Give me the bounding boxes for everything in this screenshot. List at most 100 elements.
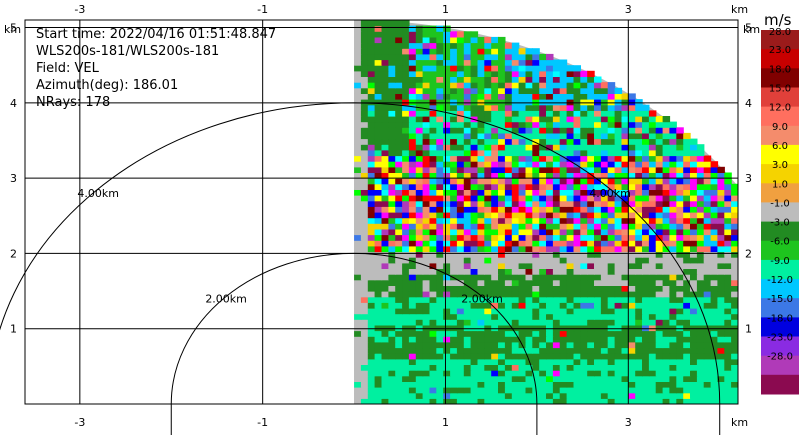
velocity-cell xyxy=(470,104,479,111)
velocity-cell xyxy=(662,398,671,404)
velocity-cell xyxy=(676,313,684,320)
velocity-cell xyxy=(388,161,396,168)
velocity-cell xyxy=(532,353,540,360)
velocity-cell xyxy=(422,116,431,123)
velocity-cell xyxy=(669,319,677,326)
velocity-cell xyxy=(388,223,396,230)
velocity-cell xyxy=(388,336,396,343)
velocity-cell xyxy=(456,353,465,360)
velocity-cell xyxy=(491,121,499,128)
velocity-cell xyxy=(745,365,753,371)
velocity-cell xyxy=(518,291,527,298)
velocity-cell xyxy=(594,398,602,404)
velocity-cell xyxy=(477,228,485,236)
velocity-cell xyxy=(415,36,424,44)
velocity-cell xyxy=(504,200,513,207)
velocity-cell xyxy=(367,274,376,281)
velocity-cell xyxy=(600,398,609,404)
velocity-cell xyxy=(642,116,650,123)
velocity-cell xyxy=(477,296,485,303)
velocity-cell xyxy=(484,144,492,151)
velocity-cell xyxy=(683,279,691,286)
velocity-cell xyxy=(415,364,424,371)
velocity-cell xyxy=(594,172,602,179)
grid-lines xyxy=(25,20,738,404)
colorbar-swatch xyxy=(761,202,799,223)
velocity-cell xyxy=(786,398,794,404)
velocity-cell xyxy=(710,319,719,326)
velocity-cell xyxy=(696,245,705,253)
velocity-cell xyxy=(648,183,657,190)
velocity-cell xyxy=(525,183,533,190)
velocity-cell xyxy=(443,99,451,106)
velocity-cell xyxy=(669,392,677,399)
velocity-cell xyxy=(614,251,623,258)
velocity-cell xyxy=(381,31,389,38)
velocity-cell xyxy=(745,223,753,229)
velocity-cell xyxy=(669,291,677,298)
velocity-cell xyxy=(696,251,705,258)
velocity-cell xyxy=(511,296,520,303)
velocity-cell xyxy=(367,116,376,123)
velocity-cell xyxy=(587,358,595,365)
velocity-cell xyxy=(621,121,629,128)
velocity-cell xyxy=(443,178,451,185)
colorbar-swatch xyxy=(761,355,799,376)
velocity-cell xyxy=(635,155,643,162)
velocity-cell xyxy=(408,347,417,354)
velocity-cell xyxy=(360,268,369,275)
velocity-cell xyxy=(443,296,451,303)
velocity-cell xyxy=(559,206,568,213)
velocity-cell xyxy=(683,166,691,173)
velocity-cell xyxy=(477,189,485,196)
velocity-cell xyxy=(511,274,520,281)
velocity-cell xyxy=(525,116,533,123)
velocity-cell xyxy=(484,330,492,337)
velocity-cell xyxy=(580,110,588,117)
velocity-cell xyxy=(525,228,533,236)
velocity-cell xyxy=(731,375,738,382)
velocity-cell xyxy=(614,104,623,111)
velocity-cell xyxy=(642,195,650,202)
velocity-cell xyxy=(463,189,472,196)
velocity-cell xyxy=(463,387,472,394)
velocity-cell xyxy=(642,240,650,247)
velocity-cell xyxy=(511,319,520,326)
velocity-cell xyxy=(655,138,664,145)
velocity-cell xyxy=(717,206,725,213)
velocity-cell xyxy=(717,336,725,343)
velocity-cell xyxy=(724,217,732,224)
velocity-cell xyxy=(402,36,410,44)
velocity-cell xyxy=(635,116,643,123)
velocity-cell xyxy=(477,200,485,207)
velocity-cell xyxy=(491,347,499,354)
velocity-cell xyxy=(436,127,444,134)
velocity-cell xyxy=(450,291,458,298)
velocity-cell xyxy=(580,387,588,394)
velocity-cell xyxy=(498,398,506,404)
velocity-cell xyxy=(532,200,540,207)
velocity-cell xyxy=(532,189,540,196)
velocity-cell xyxy=(408,228,417,236)
velocity-cell xyxy=(635,104,643,111)
velocity-cell xyxy=(525,279,533,286)
velocity-cell xyxy=(395,291,403,298)
velocity-cell xyxy=(607,308,616,315)
velocity-cell xyxy=(504,285,513,292)
velocity-cell xyxy=(354,279,362,286)
velocity-cell xyxy=(388,251,396,258)
velocity-cell xyxy=(552,172,561,179)
velocity-cell xyxy=(532,195,540,202)
velocity-cell xyxy=(395,110,403,117)
velocity-cell xyxy=(594,296,602,303)
velocity-cell xyxy=(443,319,451,326)
velocity-cell xyxy=(546,313,554,320)
velocity-cell xyxy=(518,364,527,371)
velocity-cell xyxy=(477,319,485,326)
velocity-cell xyxy=(470,262,479,269)
velocity-cell xyxy=(415,313,424,320)
velocity-cell xyxy=(703,398,712,404)
velocity-cell xyxy=(525,240,533,247)
velocity-cell xyxy=(395,172,403,179)
velocity-cell xyxy=(580,200,588,207)
